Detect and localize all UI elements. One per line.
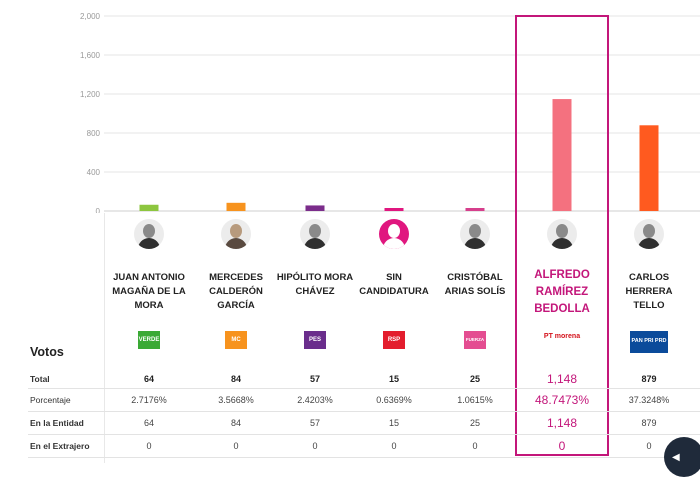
y-tick-label: 800 [87,129,101,138]
pt-morena-party-logo-icon: PT morena [543,332,581,340]
candidate-photo-icon [221,219,251,249]
candidate-photo-icon [134,219,164,249]
total-cell: 15 [388,374,399,384]
candidate-column-7: CARLOS HERRERA TELLO PAN PRI PRD [609,213,689,353]
abroad-cell: 0 [312,441,318,451]
bar-6[interactable] [552,99,572,211]
bar-7[interactable] [639,125,659,211]
abroad-cell: 0 [146,441,152,451]
candidate-name: CARLOS HERRERA TELLO [625,272,673,311]
in-state-cell: 15 [388,418,399,428]
percentage-cell: 37.3248% [628,395,670,405]
y-tick-label: 0 [96,207,101,213]
abroad-cell: 0 [233,441,239,451]
bar-4[interactable] [384,208,404,211]
in-state-cell: 25 [469,418,480,428]
row-divider [28,388,700,389]
bar-3[interactable] [305,205,325,211]
total-cell: 57 [309,374,320,384]
percentage-cell: 0.6369% [376,395,412,405]
in-state-cell: 1,148 [546,416,578,430]
candidate-column-4: SIN CANDIDATURA RSP [354,213,434,349]
percentage-cell: 2.7176% [131,395,167,405]
mc-party-logo-icon: MC [225,331,247,349]
abroad-cell: 0 [558,439,566,453]
row-divider [28,457,700,458]
bar-5[interactable] [465,208,485,211]
percentage-cell: 3.5668% [218,395,254,405]
fuerza-party-logo-icon: FUERZA [464,331,486,349]
percentage-cell: 2.4203% [297,395,333,405]
candidate-column-5: CRISTÓBAL ARIAS SOLÍS FUERZA [435,213,515,349]
abroad-cell: 0 [472,441,478,451]
pes-party-logo-icon: PES [304,331,326,349]
abroad-cell: 0 [391,441,397,451]
y-tick-label: 2,000 [80,12,101,21]
total-cell: 84 [230,374,241,384]
row-divider [28,434,700,435]
floating-action-button[interactable]: ◀ [664,437,700,477]
candidate-photo-icon [634,219,664,249]
in-state-cell: 57 [309,418,320,428]
candidate-column-2: MERCEDES CALDERÓN GARCÍA MC [196,213,276,349]
candidate-column-1: JUAN ANTONIO MAGAÑA DE LA MORA VERDE [109,213,189,349]
pan-pri-prd-logo-icon: PAN PRI PRD [630,331,668,353]
y-tick-label: 1,200 [80,90,101,99]
row-label-abroad: En el Extrajero [30,441,90,451]
total-cell: 879 [641,374,657,384]
percentage-cell: 48.7473% [534,393,590,407]
row-divider [28,411,700,412]
candidate-column-6: ALFREDO RAMÍREZ BEDOLLA PT morena [522,213,602,345]
row-label-total: Total [30,374,50,384]
votes-table-title: Votos [30,345,64,359]
column-separator [104,213,105,463]
candidate-name: JUAN ANTONIO MAGAÑA DE LA MORA [112,272,186,311]
candidate-photo-icon [300,219,330,249]
bar-2[interactable] [226,202,246,211]
verde-party-logo-icon: VERDE [138,331,160,349]
y-tick-label: 1,600 [80,51,101,60]
vote-bar-chart: 2,000 1,600 1,200 800 400 0 [80,12,700,213]
in-state-cell: 84 [230,418,241,428]
row-label-in-state: En la Entidad [30,418,84,428]
row-label-percentage: Porcentaje [30,395,71,405]
candidate-name: CRISTÓBAL ARIAS SOLÍS [444,272,506,297]
candidate-name: MERCEDES CALDERÓN GARCÍA [209,272,263,311]
y-tick-label: 400 [87,168,101,177]
abroad-cell: 0 [646,441,652,451]
candidate-photo-icon [460,219,490,249]
percentage-cell: 1.0615% [457,395,493,405]
candidate-name: HIPÓLITO MORA CHÁVEZ [276,272,354,297]
candidate-name: ALFREDO RAMÍREZ BEDOLLA [534,269,590,315]
rsp-party-logo-icon: RSP [383,331,405,349]
candidate-name: SIN CANDIDATURA [359,272,429,297]
chevron-left-icon: ◀ [672,451,680,463]
total-cell: 1,148 [546,372,578,386]
candidate-photo-icon [547,219,577,249]
bar-1[interactable] [139,204,159,211]
no-candidate-placeholder-icon [379,219,409,249]
candidate-column-3: HIPÓLITO MORA CHÁVEZ PES [275,213,355,349]
in-state-cell: 879 [641,418,657,428]
total-cell: 64 [143,374,154,384]
total-cell: 25 [469,374,480,384]
in-state-cell: 64 [143,418,154,428]
